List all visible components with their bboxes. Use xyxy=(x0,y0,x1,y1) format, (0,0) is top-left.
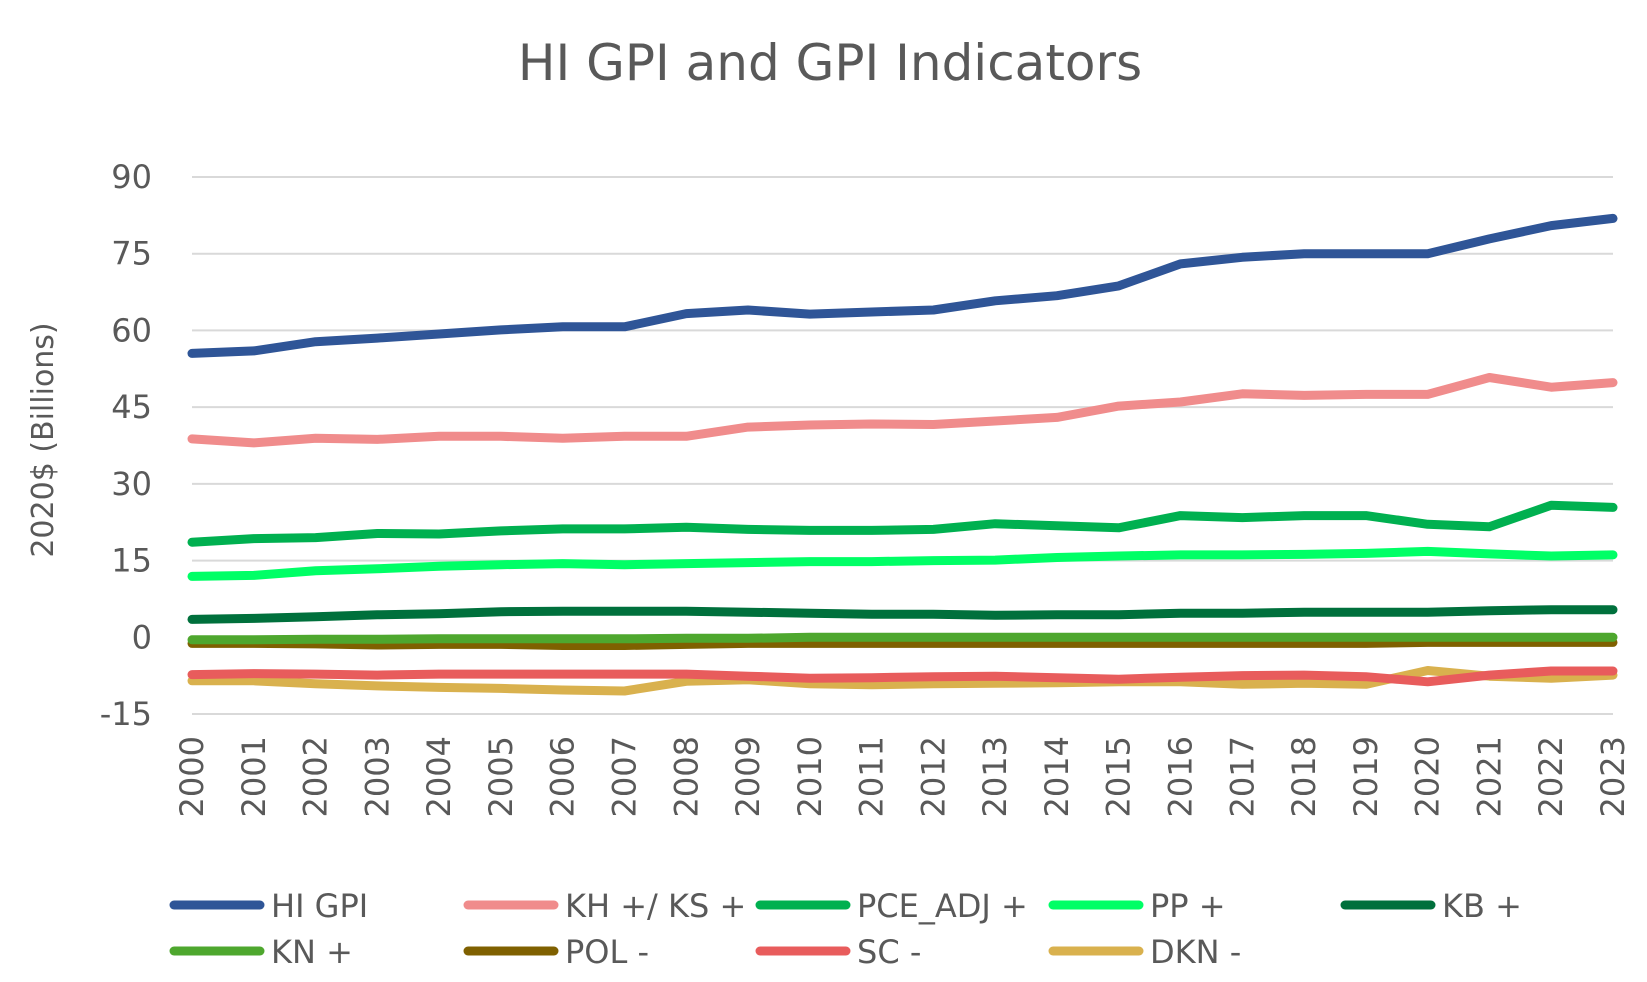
series-line-pol xyxy=(187,637,1618,650)
x-tick-label: 2002 xyxy=(297,736,335,817)
x-tick-label: 2010 xyxy=(791,736,829,817)
legend-item: KN + xyxy=(169,933,353,971)
x-tick-label: 2001 xyxy=(235,736,273,817)
x-tick-label: 2006 xyxy=(544,736,582,817)
series-line-pp xyxy=(187,546,1618,581)
x-tick-label: 2017 xyxy=(1223,736,1261,817)
legend-label: KH +/ KS + xyxy=(565,887,746,925)
y-tick-label: 45 xyxy=(111,388,152,426)
x-tick-label: 2011 xyxy=(853,736,891,817)
y-tick-label: 15 xyxy=(111,542,152,580)
x-tick-label: 2014 xyxy=(1038,736,1076,817)
x-tick-label: 2009 xyxy=(729,736,767,817)
y-tick-label: 60 xyxy=(111,311,152,349)
legend-item: KB + xyxy=(1340,887,1522,925)
series-lines xyxy=(187,213,1618,696)
x-tick-label: 2018 xyxy=(1285,736,1323,817)
x-tick-label: 2016 xyxy=(1162,736,1200,817)
y-tick-label: 30 xyxy=(111,465,152,503)
y-axis-title: 2020$ (Billions) xyxy=(26,322,61,557)
series-line-kb xyxy=(187,605,1618,624)
x-tick-label: 2021 xyxy=(1470,736,1508,817)
x-tick-label: 2005 xyxy=(482,736,520,817)
legend-item: POL - xyxy=(463,933,649,971)
x-tick-label: 2003 xyxy=(358,736,396,817)
x-tick-label: 2004 xyxy=(420,736,458,817)
x-tick-label: 2000 xyxy=(173,736,211,817)
legend-label: PP + xyxy=(1150,887,1226,925)
series-line-hi-gpi xyxy=(187,213,1618,358)
x-tick-label: 2015 xyxy=(1100,736,1138,817)
legend-label: DKN - xyxy=(1150,933,1241,971)
y-tick-label: 90 xyxy=(111,158,152,196)
series-line-sc xyxy=(187,666,1618,687)
x-tick-label: 2013 xyxy=(976,736,1014,817)
x-tick-label: 2019 xyxy=(1347,736,1385,817)
legend-item: PCE_ADJ + xyxy=(755,887,1028,925)
x-tick-label: 2012 xyxy=(914,736,952,817)
y-tick-label: 0 xyxy=(132,618,152,656)
y-tick-label: -15 xyxy=(100,695,152,733)
legend-label: KN + xyxy=(271,933,353,971)
x-tick-label: 2020 xyxy=(1409,736,1447,817)
legend-label: POL - xyxy=(565,933,649,971)
series-line-kh-ks xyxy=(187,373,1618,448)
legend-item: SC - xyxy=(755,933,921,971)
legend-item: KH +/ KS + xyxy=(463,887,746,925)
legend-label: HI GPI xyxy=(271,887,368,925)
y-tick-labels: -15 0 15 30 45 60 75 90 xyxy=(100,158,152,733)
legend-item: HI GPI xyxy=(169,887,368,925)
x-tick-labels: 2000 2001 2002 2003 2004 2005 2006 2007 2008 2009… xyxy=(173,736,1632,817)
x-tick-label: 2023 xyxy=(1594,736,1632,817)
legend-label: SC - xyxy=(857,933,921,971)
legend-item: PP + xyxy=(1048,887,1226,925)
legend-item: DKN - xyxy=(1048,933,1241,971)
series-line-pce-adj xyxy=(187,500,1618,547)
x-tick-label: 2008 xyxy=(667,736,705,817)
series-line-kn xyxy=(187,632,1618,645)
chart-title: HI GPI and GPI Indicators xyxy=(518,34,1142,92)
x-tick-label: 2007 xyxy=(605,736,643,817)
legend: HI GPI KH +/ KS + PCE_ADJ + PP + KB + KN + POL… xyxy=(169,887,1522,971)
y-tick-label: 75 xyxy=(111,235,152,273)
legend-label: PCE_ADJ + xyxy=(857,887,1028,925)
legend-label: KB + xyxy=(1442,887,1522,925)
x-tick-label: 2022 xyxy=(1532,736,1570,817)
